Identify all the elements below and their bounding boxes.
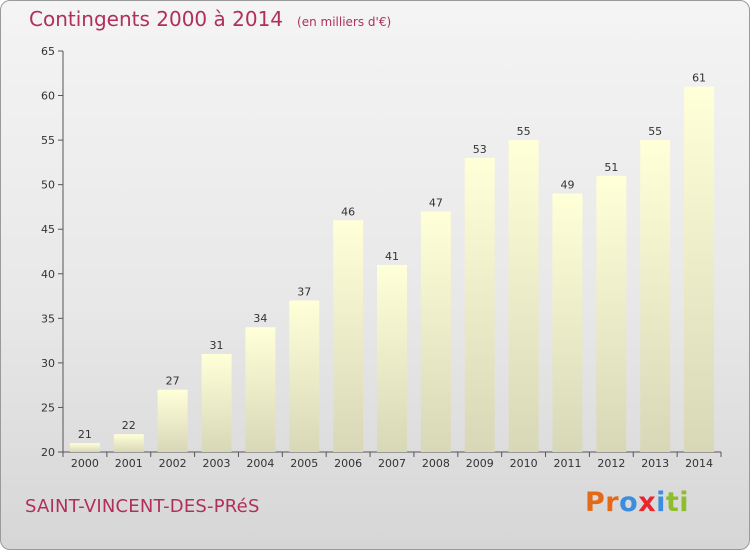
y-tick-label: 40 [41,268,55,281]
data-label: 27 [166,375,180,388]
logo-letter: i [679,487,690,518]
data-label: 61 [692,72,706,85]
logo-letter: P [585,487,606,518]
commune-name: SAINT-VINCENT-DES-PRéS [25,496,260,517]
data-label: 46 [341,205,355,218]
y-tick-label: 35 [41,312,55,325]
x-tick-label: 2011 [553,457,581,470]
data-label: 51 [604,161,618,174]
chart-title: Contingents 2000 à 2014 (en milliers d'€) [29,7,391,31]
proxiti-logo: Proxiti [585,487,689,518]
y-tick-label: 45 [41,223,55,236]
logo-letter: i [656,487,666,518]
logo-letter: o [619,487,639,518]
data-label: 37 [297,286,311,299]
data-label: 55 [648,125,662,138]
chart-unit: (en milliers d'€) [297,15,392,29]
logo-letter: t [665,487,680,518]
bar-2005 [289,300,320,452]
bar-2008 [420,211,451,452]
data-label: 47 [429,196,443,209]
y-tick-label: 65 [41,45,55,58]
bar-2007 [377,264,407,452]
y-tick-label: 50 [41,179,55,192]
bar-2013 [640,140,671,452]
data-label: 21 [78,428,92,441]
data-label: 49 [560,179,574,192]
y-tick-label: 25 [41,401,55,414]
bar-2000 [69,443,100,452]
y-tick-label: 60 [41,90,55,103]
bar-2014 [684,86,715,453]
chart-axes: 20 25 30 35 40 45 50 55 60 65 2000 2001 2002 2003 2004… [41,45,722,470]
y-tick-label: 30 [41,357,55,370]
data-label: 41 [385,250,399,263]
x-tick-label: 2010 [510,457,538,470]
x-tick-label: 2012 [597,457,625,470]
x-tick-label: 2006 [334,457,362,470]
bar-2012 [596,175,627,452]
x-tick-label: 2002 [159,457,187,470]
bar-2006 [333,220,364,452]
x-tick-label: 2004 [246,457,274,470]
bar-2010 [508,140,539,452]
bar-2011 [552,193,583,453]
data-label: 55 [517,125,531,138]
x-tick-label: 2013 [641,457,669,470]
data-label: 53 [473,143,487,156]
logo-letter: x [638,487,657,518]
bar-2003 [201,353,232,452]
data-label: 22 [122,419,136,432]
x-tick-label: 2008 [422,457,450,470]
x-tick-label: 2009 [466,457,494,470]
bar-2004 [245,327,276,452]
chart-title-text: Contingents 2000 à 2014 [29,7,284,31]
y-tick-label: 55 [41,134,55,147]
bar-2009 [464,157,495,452]
x-tick-label: 2001 [115,457,143,470]
x-tick-label: 2000 [71,457,99,470]
chart-bars [69,86,715,453]
x-tick-label: 2007 [378,457,406,470]
y-tick-label: 20 [41,446,55,459]
x-tick-label: 2014 [685,457,713,470]
x-tick-label: 2003 [203,457,231,470]
data-label: 34 [253,312,267,325]
logo-letter: r [605,487,620,518]
chart-labels: 21 22 27 31 34 37 46 41 47 53 55 49 51 55 61 [78,72,706,441]
x-tick-label: 2005 [290,457,318,470]
data-label: 31 [210,339,224,352]
bar-2001 [113,434,144,452]
bar-2002 [157,389,188,452]
